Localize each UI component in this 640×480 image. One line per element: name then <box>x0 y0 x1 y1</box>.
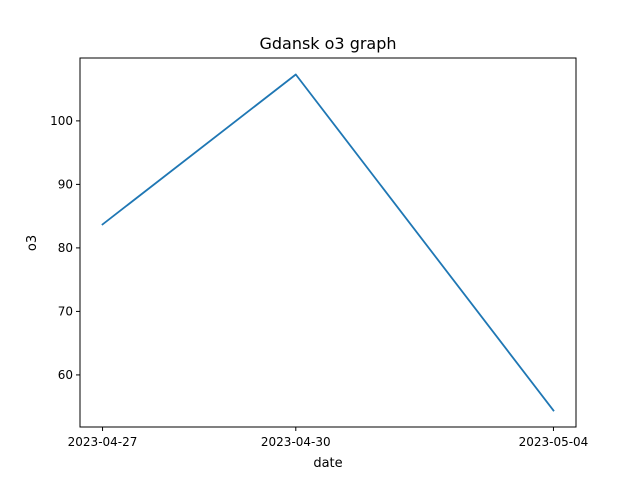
y-tick-label: 60 <box>58 368 73 382</box>
y-tick-label: 70 <box>58 304 73 318</box>
y-tick-label: 100 <box>50 114 73 128</box>
y-tick-label: 80 <box>58 241 73 255</box>
y-tick-label: 90 <box>58 177 73 191</box>
y-axis-label: o3 <box>25 235 40 251</box>
x-axis-label: date <box>313 456 342 471</box>
x-tick-label: 2023-05-04 <box>519 435 589 449</box>
x-tick-label: 2023-04-30 <box>261 435 331 449</box>
y-axis: 60 70 80 90 100 <box>50 114 80 382</box>
plot-area <box>79 57 577 428</box>
x-tick-label: 2023-04-27 <box>68 435 138 449</box>
x-axis: 2023-04-27 2023-04-30 2023-05-04 <box>68 427 589 449</box>
plot-frame <box>79 57 577 428</box>
series-line-0 <box>101 73 555 412</box>
chart-title: Gdansk o3 graph <box>259 34 396 53</box>
